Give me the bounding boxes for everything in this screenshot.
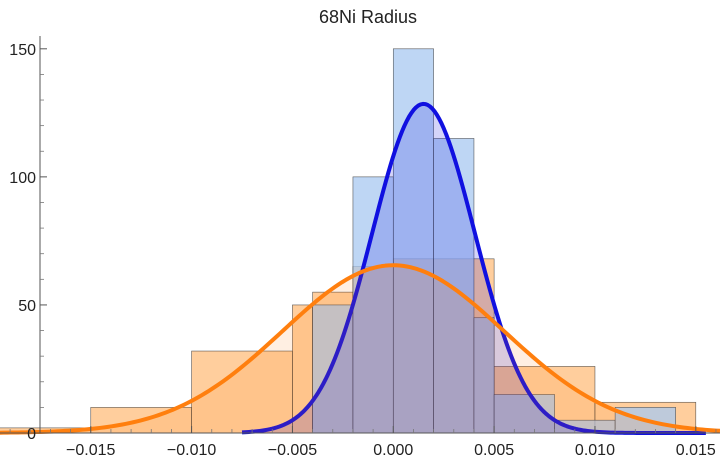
fit-curve-shading	[242, 103, 706, 434]
y-tick-label: 50	[18, 298, 36, 315]
chart-title: 68Ni Radius	[319, 7, 417, 27]
y-tick-label: 150	[9, 42, 36, 59]
bars-layer	[0, 48, 697, 434]
x-tick-label: −0.005	[268, 442, 317, 459]
x-tick-label: 0.010	[575, 442, 615, 459]
fit-curve-line	[0, 263, 720, 435]
y-tick-label: 100	[9, 170, 36, 187]
x-tick-label: 0.015	[676, 442, 716, 459]
x-tick-label: −0.010	[167, 442, 216, 459]
x-tick-label: −0.015	[66, 442, 115, 459]
y-tick-label: 0	[27, 426, 36, 443]
x-tick-label: 0.000	[373, 442, 413, 459]
fit-curve-shading	[0, 265, 720, 433]
histogram-bar	[433, 138, 475, 434]
axes-layer: 0 50 100 150 −0.015 −0.010 −0.005 0.000 0.005 0.0…	[0, 36, 720, 459]
x-tick-label: 0.005	[474, 442, 514, 459]
